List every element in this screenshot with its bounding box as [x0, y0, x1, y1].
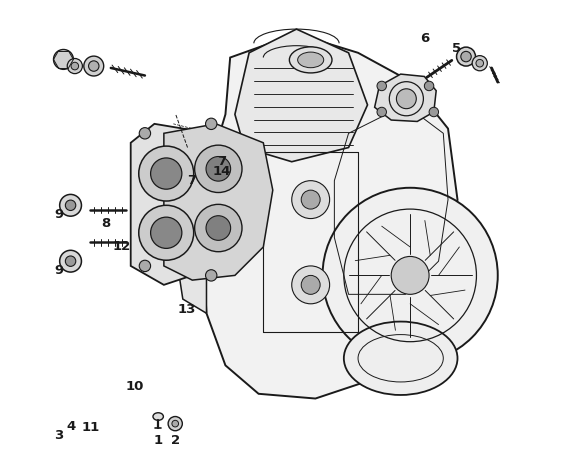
Ellipse shape	[397, 89, 416, 109]
Circle shape	[139, 128, 150, 139]
Text: 9: 9	[54, 208, 63, 221]
Circle shape	[60, 250, 82, 272]
Circle shape	[150, 217, 182, 248]
Circle shape	[150, 158, 182, 189]
Ellipse shape	[289, 47, 332, 73]
Text: 10: 10	[125, 380, 144, 393]
Text: 12: 12	[113, 240, 131, 254]
Circle shape	[195, 204, 242, 252]
Circle shape	[301, 276, 320, 294]
Circle shape	[456, 47, 475, 66]
Circle shape	[377, 107, 386, 117]
Circle shape	[65, 256, 76, 266]
Text: 5: 5	[452, 41, 461, 55]
Polygon shape	[164, 124, 273, 280]
Text: 6: 6	[420, 32, 429, 45]
Ellipse shape	[153, 413, 164, 420]
Text: 7: 7	[217, 155, 226, 168]
Circle shape	[205, 270, 217, 281]
Circle shape	[60, 194, 82, 216]
Circle shape	[168, 417, 183, 431]
Circle shape	[461, 51, 471, 62]
Ellipse shape	[298, 52, 324, 68]
Circle shape	[65, 200, 76, 210]
Circle shape	[472, 56, 487, 71]
Ellipse shape	[344, 322, 457, 395]
Circle shape	[139, 205, 193, 260]
Circle shape	[206, 216, 231, 240]
Circle shape	[84, 56, 104, 76]
Circle shape	[292, 180, 329, 218]
Circle shape	[139, 146, 193, 201]
Polygon shape	[235, 29, 367, 162]
Text: 2: 2	[171, 434, 180, 446]
Circle shape	[53, 49, 73, 69]
Circle shape	[172, 420, 179, 427]
Circle shape	[323, 188, 498, 363]
Polygon shape	[131, 124, 235, 285]
Text: 9: 9	[54, 264, 63, 277]
Text: 13: 13	[177, 303, 196, 316]
Circle shape	[71, 62, 79, 70]
Polygon shape	[201, 34, 457, 399]
Polygon shape	[173, 152, 220, 314]
Text: 4: 4	[67, 420, 76, 434]
Circle shape	[139, 260, 150, 272]
Circle shape	[88, 61, 99, 71]
Circle shape	[301, 190, 320, 209]
Text: 8: 8	[102, 217, 111, 230]
Text: 7: 7	[187, 174, 196, 187]
Circle shape	[206, 157, 231, 181]
Circle shape	[67, 58, 83, 74]
Circle shape	[377, 81, 386, 91]
Circle shape	[195, 145, 242, 192]
Text: 3: 3	[54, 429, 63, 442]
Circle shape	[205, 118, 217, 130]
Circle shape	[424, 81, 434, 91]
Circle shape	[429, 107, 439, 117]
Text: 14: 14	[212, 165, 231, 178]
Circle shape	[391, 256, 429, 294]
Text: 11: 11	[82, 421, 99, 435]
Polygon shape	[375, 74, 436, 122]
Text: 1: 1	[154, 434, 163, 446]
Circle shape	[292, 266, 329, 304]
Circle shape	[476, 59, 483, 67]
